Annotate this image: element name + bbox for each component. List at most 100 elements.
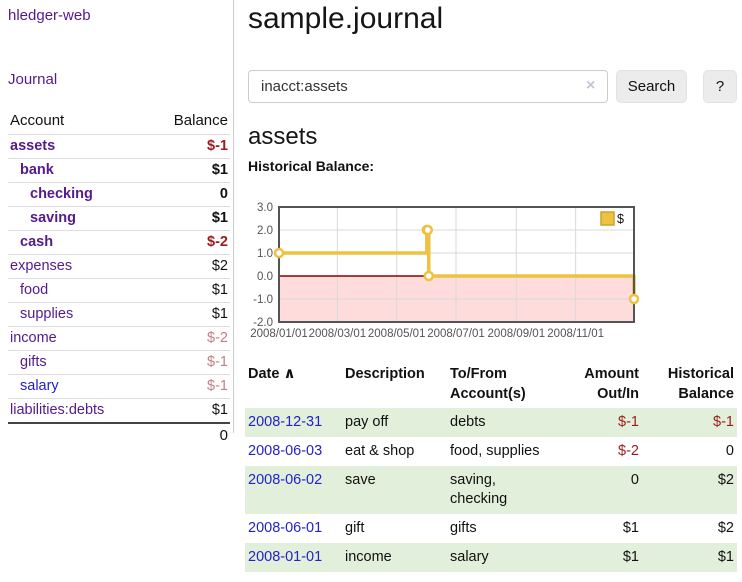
page-title: sample.journal [248,2,444,35]
date-header-label: Date [248,366,280,382]
search-button[interactable]: Search [616,70,687,103]
sidebar-divider [233,0,234,433]
y-tick-label: -2.0 [253,317,273,329]
account-row: salary $-1 [8,374,230,399]
y-tick-label: -1.0 [253,294,273,306]
account-link-salary[interactable]: salary [20,378,59,394]
account-link-liabilities-debts[interactable]: liabilities:debts [10,402,105,418]
account-balance: $1 [146,398,230,423]
register-cell-date: 2008-01-01 [245,543,342,572]
account-link-food[interactable]: food [20,282,49,298]
account-balance: $2 [146,254,230,279]
plot-border [278,206,635,323]
transaction-date-link[interactable]: 2008-06-03 [248,443,323,459]
search-form: × Search ? [248,70,738,104]
account-balance: $1 [146,278,230,303]
account-balance: 0 [146,182,230,207]
account-row: checking 0 [8,182,230,207]
register-header-amount: Amount Out/In [584,366,639,402]
register-cell-date: 2008-06-02 [245,466,342,514]
register-row: 2008-01-01 income salary $1 $1 [245,543,737,572]
register-cell-amount: $1 [622,520,639,536]
account-link-income[interactable]: income [10,330,57,346]
register-cell-description: gift [345,520,365,536]
transaction-date-link[interactable]: 2008-01-01 [248,549,323,565]
register-header-date[interactable]: Date ∧ [245,362,342,408]
register-cell-accounts: food, supplies [450,443,540,459]
y-tick-label: 0.0 [257,271,273,283]
sidebar: hledger-web Journal Account Balance asse… [8,0,230,447]
account-row: supplies $1 [8,302,230,327]
register-row: 2008-06-03 eat & shop food, supplies $-2 0 [245,437,737,466]
register-cell-accounts: debts [450,414,486,430]
account-row: expenses $2 [8,254,230,279]
account-row: food $1 [8,278,230,303]
register-cell-accounts: saving, checking [450,472,508,507]
account-row: cash $-2 [8,230,230,255]
sort-ascending-icon: ∧ [283,365,296,382]
transaction-date-link[interactable]: 2008-06-01 [248,520,323,536]
account-row: saving $1 [8,206,230,231]
register-cell-balance: $2 [717,520,734,536]
account-balance: $1 [146,206,230,231]
register-header-balance: Historical Balance [667,366,734,402]
register-cell-balance: $-1 [713,414,734,430]
account-link-cash[interactable]: cash [20,234,54,250]
x-tick-label: 2008/01/01 [250,328,308,340]
register-cell-balance: 0 [725,443,734,459]
register-header-accounts: To/From Account(s) [450,366,526,402]
register-row: 2008-06-01 gift gifts $1 $2 [245,514,737,543]
account-balance: $1 [146,302,230,327]
y-tick-label: 1.0 [257,248,273,260]
register-cell-date: 2008-06-03 [245,437,342,466]
account-balance: $1 [146,158,230,183]
chart-legend-label: $ [617,212,624,226]
transaction-date-link[interactable]: 2008-06-02 [248,472,323,488]
help-button[interactable]: ? [703,70,737,103]
register-cell-amount: $-1 [618,414,639,430]
x-tick-label: 2008/07/01 [427,328,485,340]
app-brand-link[interactable]: hledger-web [8,7,91,24]
register-cell-balance: $2 [717,472,734,488]
account-row: bank $1 [8,158,230,183]
transaction-date-link[interactable]: 2008-12-31 [248,414,323,430]
account-balance: $-2 [146,326,230,351]
register-cell-amount: 0 [630,472,639,488]
account-balance: $-1 [146,374,230,399]
register-row: 2008-12-31 pay off debts $-1 $-1 [245,408,737,437]
account-heading: assets [248,123,318,150]
account-row: liabilities:debts $1 [8,398,230,423]
accounts-total-value: 0 [146,422,230,447]
account-row: assets $-1 [8,134,230,159]
accounts-header-balance: Balance [173,112,228,129]
account-link-saving[interactable]: saving [30,210,76,226]
register-row: 2008-06-02 save saving, checking 0 $2 [245,466,737,514]
y-tick-label: 2.0 [257,225,273,237]
clear-search-icon[interactable]: × [586,77,596,94]
account-row: income $-2 [8,326,230,351]
account-link-expenses[interactable]: expenses [10,258,73,274]
accounts-header-account: Account [10,112,65,129]
accounts-total-row: 0 [8,422,230,447]
accounts-table: Account Balance assets $-1 bank $1 checking 0… [8,109,230,447]
account-link-assets[interactable]: assets [10,138,56,154]
register-cell-description: save [345,472,376,488]
data-point-marker [422,224,434,236]
account-balance: $-1 [146,350,230,375]
account-link-bank[interactable]: bank [20,162,54,178]
data-point-marker [423,270,435,282]
register-cell-balance: $1 [717,549,734,565]
historical-balance-chart: 3.0 2.0 1.0 0.0 -1.0 -2.0 2008/01/01 2008/03/01… [245,195,640,347]
register-table: Date ∧ Description To/From Account(s) Am… [245,362,737,572]
register-cell-accounts: gifts [450,520,477,536]
account-link-checking[interactable]: checking [30,186,93,202]
y-tick-label: 3.0 [257,202,273,214]
x-tick-label: 2008/09/01 [488,328,546,340]
account-link-gifts[interactable]: gifts [20,354,47,370]
search-input[interactable] [248,70,608,103]
data-point-marker [628,293,640,305]
sidebar-item-journal[interactable]: Journal [8,71,58,88]
account-link-supplies[interactable]: supplies [20,306,74,322]
account-balance: $-2 [146,230,230,255]
